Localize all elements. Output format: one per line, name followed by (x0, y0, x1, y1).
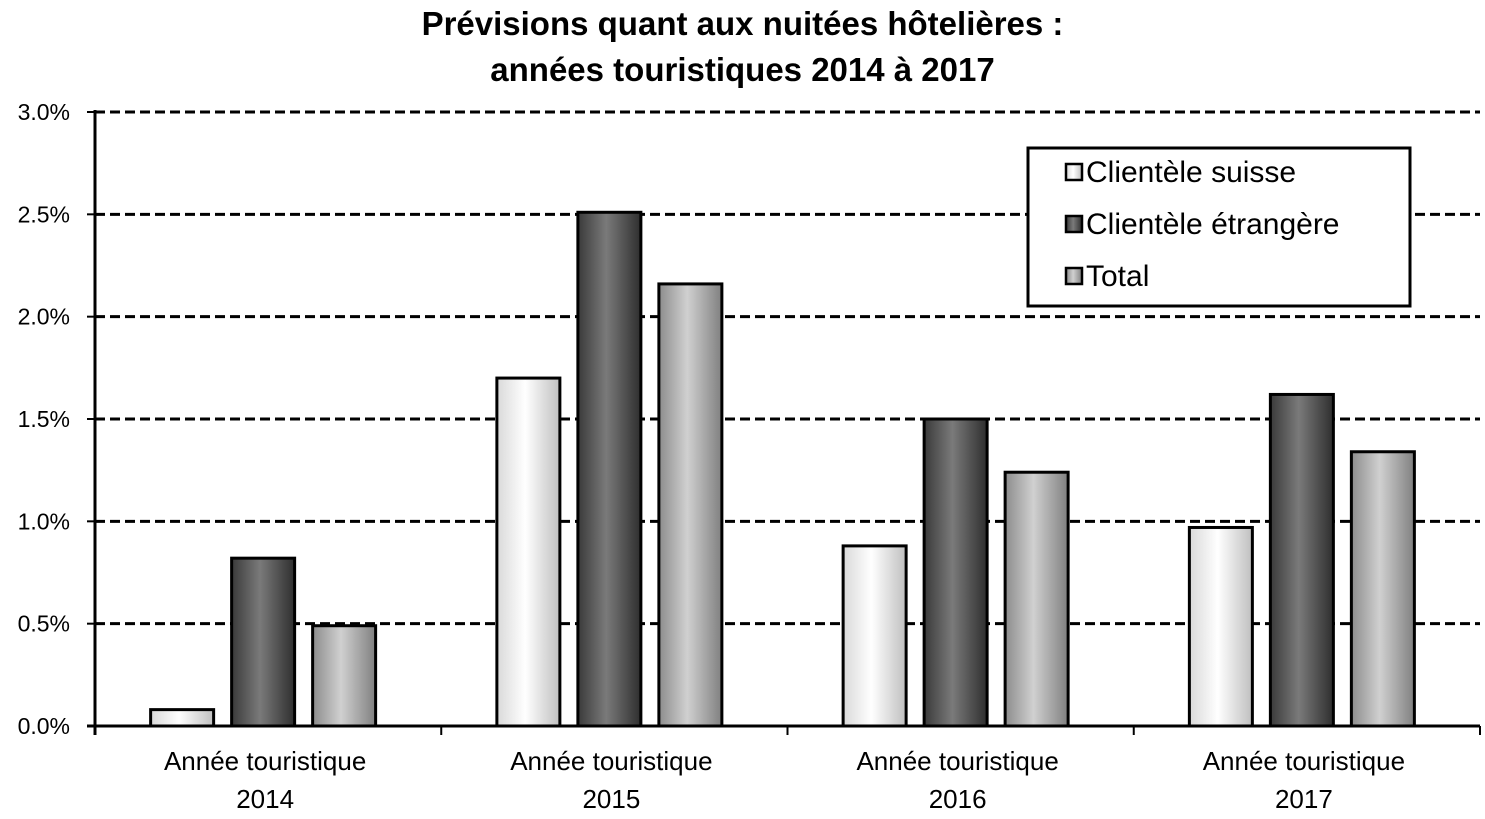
x-category-label: Année touristique (164, 746, 366, 776)
chart-title-line-1: Prévisions quant aux nuitées hôtelières … (421, 5, 1064, 42)
y-tick-label: 2.0% (18, 304, 70, 330)
y-tick-label: 3.0% (18, 99, 70, 125)
y-tick-label: 2.5% (18, 201, 70, 227)
x-category-label: Année touristique (856, 746, 1058, 776)
bar-dark (576, 210, 643, 728)
legend: Clientèle suisse Clientèle étrangère Total (1026, 146, 1412, 308)
legend-swatch-dark (1064, 214, 1084, 234)
bar-medium (1349, 450, 1416, 728)
bar-medium (1003, 470, 1070, 728)
x-category-year: 2014 (236, 784, 294, 814)
bar-light (841, 544, 908, 728)
chart-title-line-2: années touristiques 2014 à 2017 (490, 51, 995, 88)
bars (149, 210, 1416, 728)
bar-light (495, 376, 562, 728)
legend-swatch-light (1064, 162, 1084, 182)
gridlines (95, 110, 1480, 626)
y-tick-label: 0.5% (18, 611, 70, 637)
bar-dark (922, 417, 989, 728)
legend-label: Clientèle étrangère (1086, 208, 1340, 241)
legend-box (1026, 146, 1412, 308)
bar-dark (230, 556, 297, 728)
bar-light (149, 708, 216, 728)
bar-medium (657, 282, 724, 728)
x-category-label: Année touristique (1203, 746, 1405, 776)
x-category-label: Année touristique (510, 746, 712, 776)
legend-swatch-medium (1064, 266, 1084, 286)
axes: 0.0% 0.5% 1.0% 1.5% 2.0% 2.5% 3.0% Année touris… (18, 99, 1481, 814)
legend-label: Clientèle suisse (1086, 156, 1296, 189)
legend-label: Total (1086, 260, 1149, 293)
y-tick-label: 1.0% (18, 508, 70, 534)
x-category-year: 2017 (1275, 784, 1333, 814)
bar-light (1187, 525, 1254, 728)
y-tick-label: 1.5% (18, 406, 70, 432)
y-tick-label: 0.0% (18, 713, 70, 739)
bar-medium (311, 624, 378, 728)
x-category-year: 2015 (582, 784, 640, 814)
x-category-year: 2016 (929, 784, 987, 814)
bar-dark (1268, 392, 1335, 728)
